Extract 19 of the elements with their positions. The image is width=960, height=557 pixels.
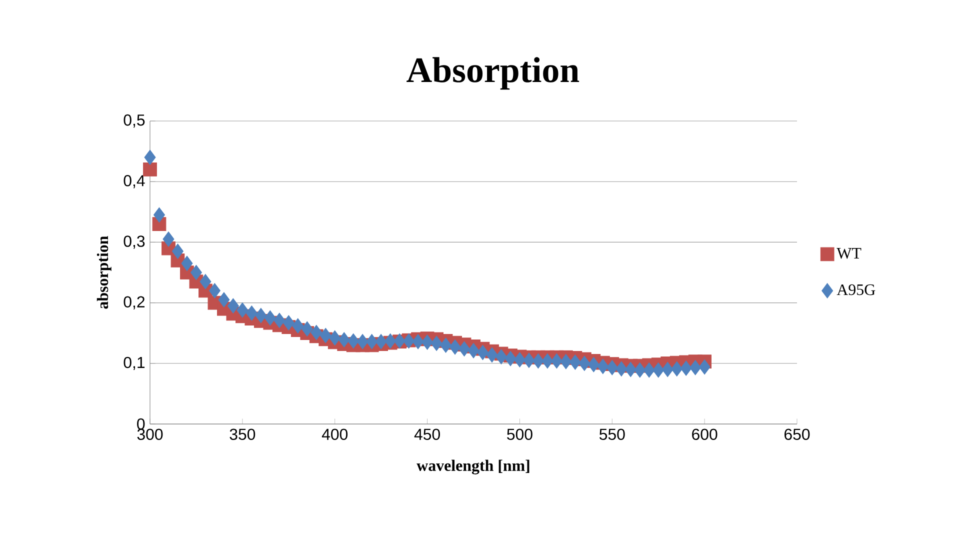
legend-label: WT	[836, 248, 862, 259]
y-tick-label: 0	[137, 418, 145, 430]
x-tick-label: 550	[599, 428, 625, 440]
y-tick-label: 0,1	[124, 356, 145, 370]
chart-title: Absorption	[406, 57, 580, 90]
x-tick-label: 450	[414, 428, 440, 440]
x-tick-label: 300	[137, 428, 163, 440]
x-tick-label: 600	[692, 428, 718, 440]
y-tick-label: 0,3	[124, 236, 145, 249]
y-tick-label: 0,5	[124, 114, 145, 128]
y-tick-label: 0,2	[124, 296, 145, 310]
x-tick-label: 400	[322, 428, 348, 440]
x-tick-label: 500	[507, 428, 532, 440]
x-tick-label: 650	[784, 428, 810, 440]
y-tick-label: 0,4	[124, 175, 145, 188]
x-axis-title: wavelength [nm]	[416, 460, 530, 474]
y-axis-title: absorption	[96, 236, 112, 309]
x-tick-label: 350	[230, 428, 256, 440]
legend-label: A95G	[836, 284, 876, 296]
